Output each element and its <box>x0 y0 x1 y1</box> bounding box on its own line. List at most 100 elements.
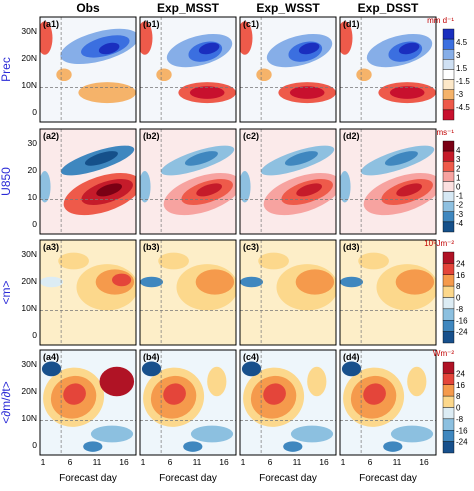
colorbar-segment <box>442 161 455 172</box>
contour-fill <box>141 361 234 452</box>
panel-0-0: (a1) <box>39 16 137 123</box>
panel-label: (c2) <box>243 131 259 141</box>
panel-label: (c4) <box>243 352 259 362</box>
contour-region <box>384 151 418 166</box>
panel-background <box>240 17 336 122</box>
panel-0-2: (c1) <box>239 16 337 123</box>
contour-region <box>84 151 118 166</box>
colorbar-tick-label: 0 <box>456 294 461 303</box>
colorbar-segment <box>442 69 455 80</box>
colorbar-tick-label: -3 <box>456 210 464 219</box>
panel-label: (d4) <box>343 352 360 362</box>
x-axis-label: Forecast day <box>359 473 417 484</box>
colorbar-segment <box>442 407 455 420</box>
contour-region <box>358 252 389 270</box>
panel-0-3: (d1) <box>339 16 437 123</box>
panel-frame <box>239 128 337 235</box>
contour-region <box>340 21 353 55</box>
ytick-label: 20 <box>28 165 38 175</box>
row-label-1: U850 <box>0 167 13 196</box>
colorbar-segment <box>442 441 455 454</box>
contour-region <box>140 171 151 203</box>
contour-region <box>240 171 251 203</box>
panel-label: (b4) <box>143 352 160 362</box>
panel-2-2: (c3) <box>239 239 337 346</box>
panel-background <box>140 17 236 122</box>
colorbar-segment <box>442 89 455 100</box>
panel-background <box>340 17 436 122</box>
xtick-label: 1 <box>41 457 46 467</box>
ytick-label: 10N <box>21 413 37 423</box>
colorbar-segment <box>442 99 455 111</box>
colorbar-tick-label: -2 <box>456 201 464 210</box>
contour-fill <box>140 145 236 216</box>
colorbar-segment <box>442 395 455 408</box>
contour-fill <box>40 252 136 311</box>
panel-frame <box>139 16 237 123</box>
xtick-label: 6 <box>368 457 373 467</box>
contour-region <box>56 68 72 82</box>
contour-fill <box>241 361 334 452</box>
xtick-label: 11 <box>93 457 102 467</box>
xtick-label: 6 <box>168 457 173 467</box>
contour-region <box>140 21 153 55</box>
colorbar-segment <box>442 297 455 310</box>
contour-region <box>290 425 334 443</box>
colorbar-tick-label: -8 <box>456 415 464 424</box>
colorbar-tick-label: 3 <box>456 155 461 164</box>
ytick-label: 0 <box>32 440 37 450</box>
contour-region <box>390 425 434 443</box>
colorbar-unit: 10⁵Jm⁻² <box>424 239 454 248</box>
panel-label: (b1) <box>143 19 160 29</box>
contour-region <box>284 151 318 166</box>
contour-region <box>407 366 427 397</box>
contour-region <box>307 366 327 397</box>
colorbar-tick-label: -8 <box>456 305 464 314</box>
xtick-label: 16 <box>319 457 329 467</box>
colorbar-segment <box>442 171 455 182</box>
contour-region <box>240 21 253 55</box>
panel-label: (a3) <box>43 242 59 252</box>
panel-2-0: (a3) <box>39 239 137 346</box>
panel-label: (a4) <box>43 352 59 362</box>
colorbar-tick-label: 4.5 <box>456 38 468 47</box>
colorbar-tick-label: -16 <box>456 316 468 325</box>
panel-frame <box>39 16 137 123</box>
colorbar-segment <box>442 361 455 374</box>
colorbar-tick-label: -24 <box>456 438 468 447</box>
panel-3-2: (c4) <box>239 349 337 456</box>
contour-region <box>96 183 123 197</box>
contour-region <box>156 68 172 82</box>
contour-region <box>289 86 325 99</box>
row-label-2: <m> <box>0 280 13 304</box>
ytick-label: 0 <box>32 107 37 117</box>
contour-region <box>312 273 332 287</box>
contour-region <box>198 42 220 55</box>
colorbar-tick-label: 8 <box>456 282 461 291</box>
panel-frame <box>239 349 337 456</box>
ytick-label: 10 <box>28 192 38 202</box>
xtick-label: 6 <box>268 457 273 467</box>
colorbar-tick-label: 2 <box>456 164 461 173</box>
contour-fill <box>240 145 336 216</box>
xtick-label: 1 <box>141 457 146 467</box>
xtick-label: 16 <box>119 457 129 467</box>
contour-region <box>184 151 218 166</box>
contour-region <box>58 252 89 270</box>
ytick-label: 10N <box>21 303 37 313</box>
panel-frame <box>339 239 437 346</box>
panel-frame <box>339 16 437 123</box>
colorbar-segment <box>442 211 455 223</box>
panel-label: (d1) <box>343 19 360 29</box>
contour-region <box>340 276 364 288</box>
ytick-label: 30 <box>28 138 38 148</box>
colorbar-tick-label: -4.5 <box>456 103 470 112</box>
contour-region <box>396 183 423 197</box>
colorbar-segment <box>442 221 455 233</box>
column-title-2: Exp_WSST <box>256 1 320 15</box>
contour-region <box>363 383 386 405</box>
colorbar-tick-label: -1 <box>456 192 464 201</box>
colorbar-segment <box>442 28 455 40</box>
contour-region <box>196 183 223 197</box>
